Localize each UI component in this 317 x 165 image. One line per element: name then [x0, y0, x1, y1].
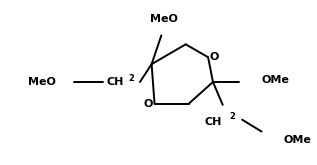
Text: OMe: OMe: [262, 75, 289, 85]
Text: MeO: MeO: [150, 14, 178, 24]
Text: O: O: [210, 52, 219, 62]
Text: MeO: MeO: [28, 77, 55, 87]
Text: 2: 2: [230, 112, 235, 121]
Text: O: O: [144, 99, 153, 109]
Text: CH: CH: [107, 77, 124, 87]
Text: CH: CH: [204, 117, 222, 127]
Text: 2: 2: [128, 74, 134, 82]
Text: OMe: OMe: [283, 134, 311, 145]
